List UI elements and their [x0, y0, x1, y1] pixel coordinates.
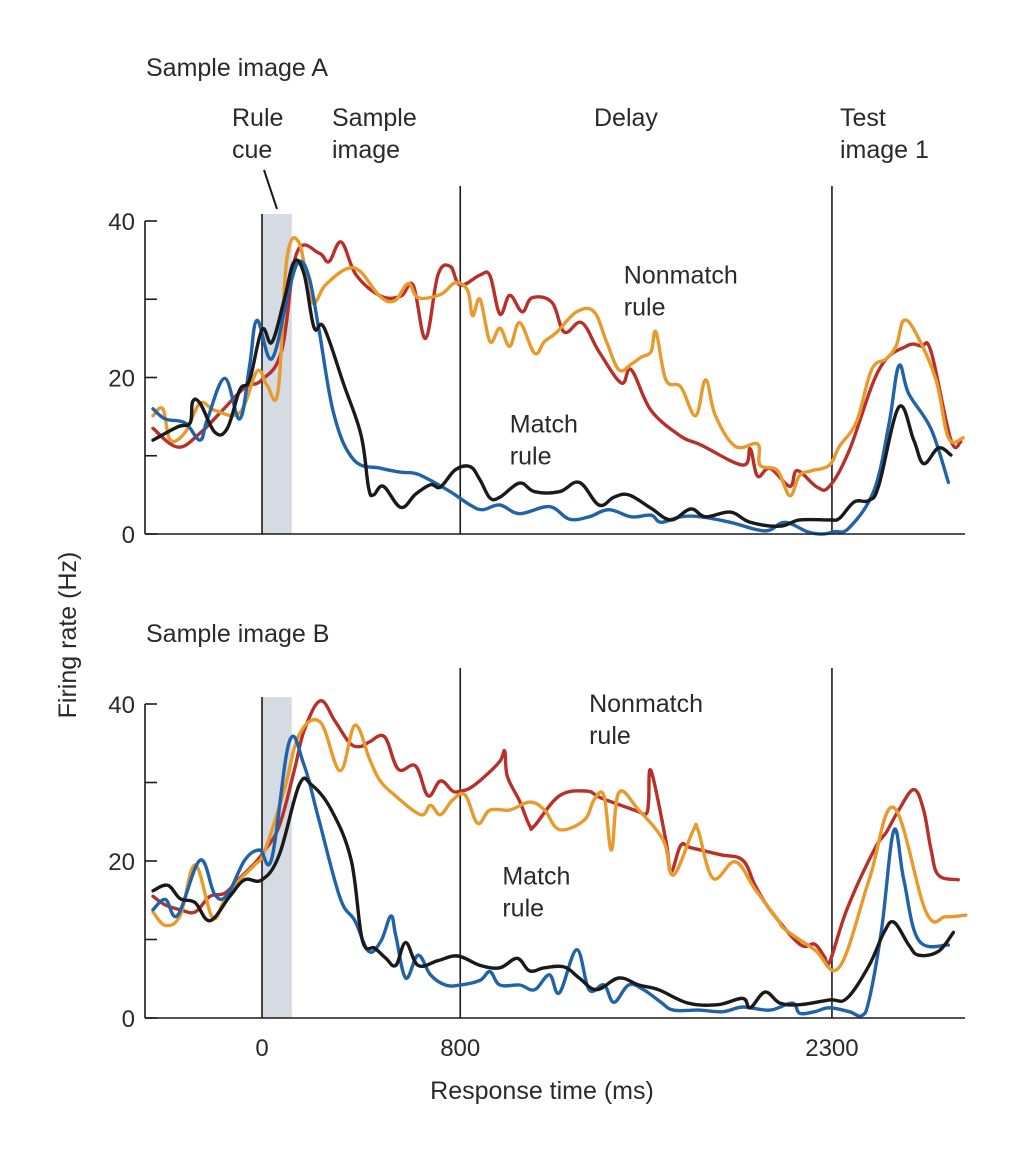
- phase-label-rule-cue-line1: Rule: [232, 104, 283, 132]
- series-line-nonmatch-rule-orange: [151, 717, 968, 973]
- panel-sample-image-b: Sample image B 0 20 40 0 800 2300 Nonmatch rule…: [108, 620, 968, 1062]
- annotation-match-rule-line1: Match: [502, 863, 570, 891]
- y-tick-label-20: 20: [108, 849, 135, 876]
- y-tick-label-40: 40: [108, 692, 135, 719]
- phase-label-sample-image-line1: Sample: [332, 104, 417, 132]
- phase-label-sample-image-line2: image: [332, 136, 400, 164]
- phase-label-rule-cue-line2: cue: [232, 136, 272, 164]
- annotation-match-rule-line1: Match: [510, 410, 578, 438]
- annotation-nonmatch-rule-line1: Nonmatch: [589, 690, 703, 718]
- annotation-match-rule-line2: rule: [502, 895, 544, 923]
- annotation-match-rule-line2: rule: [510, 442, 552, 470]
- phase-label-test-line2: image 1: [840, 136, 929, 164]
- y-tick-label-20: 20: [108, 366, 135, 393]
- annotation-nonmatch-rule-line2: rule: [624, 294, 666, 322]
- series-line-nonmatch-rule-orange: [151, 236, 965, 498]
- phase-label-test-line1: Test: [840, 104, 886, 132]
- series-line-match-rule-blue: [151, 734, 951, 1018]
- panel-title-b: Sample image B: [146, 620, 329, 648]
- x-tick-label-800: 800: [440, 1035, 480, 1062]
- x-tick-label-2300: 2300: [805, 1035, 858, 1062]
- y-tick-label-0: 0: [122, 1006, 135, 1033]
- series-line-nonmatch-rule-red: [151, 240, 963, 492]
- panel-title-a: Sample image A: [146, 54, 328, 82]
- panel-sample-image-a: Sample image A Rule cue Sample image Del…: [108, 54, 965, 549]
- rule-cue-pointer: [263, 169, 278, 210]
- series-line-match-rule-black: [151, 258, 953, 528]
- y-axis-label: Firing rate (Hz): [54, 552, 82, 719]
- series-line-match-rule-black: [151, 776, 956, 1010]
- annotation-nonmatch-rule-line2: rule: [589, 722, 631, 750]
- phase-label-delay: Delay: [594, 104, 658, 132]
- x-tick-label-0: 0: [255, 1035, 268, 1062]
- series-line-nonmatch-rule-red: [151, 699, 960, 968]
- annotation-nonmatch-rule-line1: Nonmatch: [624, 262, 738, 290]
- y-tick-label-0: 0: [122, 522, 135, 549]
- x-axis-label: Response time (ms): [430, 1077, 654, 1105]
- y-tick-label-40: 40: [108, 209, 135, 236]
